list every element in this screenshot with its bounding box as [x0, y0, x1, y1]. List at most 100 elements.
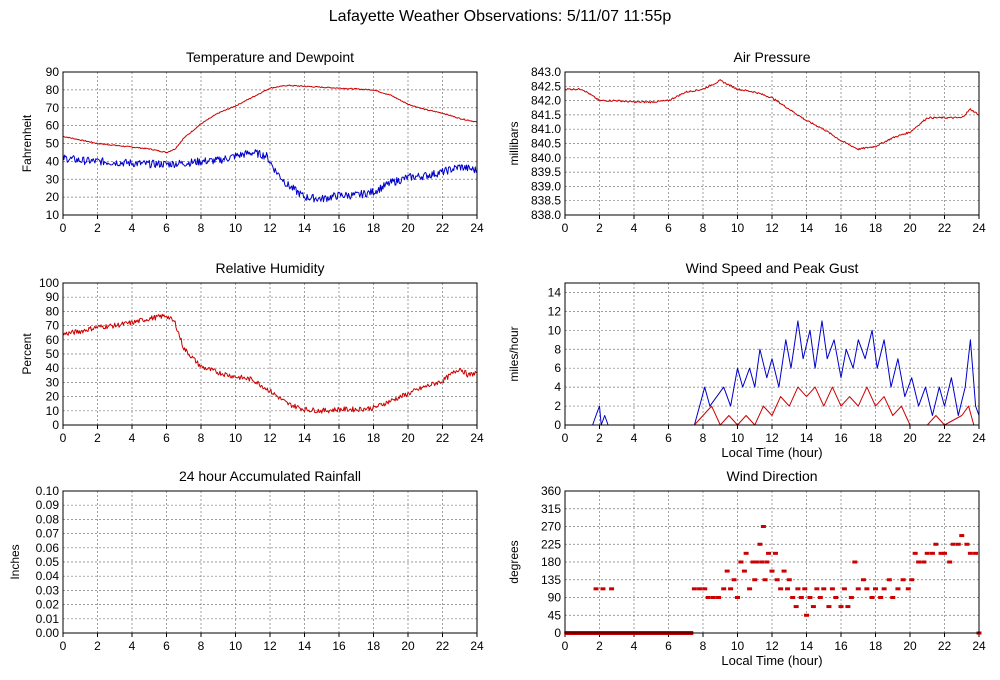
y-tick-label: 10	[46, 208, 60, 222]
x-tick-label: 24	[470, 639, 484, 653]
plot-frame	[564, 71, 980, 216]
data-point	[955, 542, 961, 546]
data-point	[833, 596, 839, 599]
y-tick-label: 0.05	[36, 555, 60, 569]
y-tick-label: 0	[554, 626, 561, 640]
plot-frame	[564, 490, 980, 634]
x-tick-label: 18	[367, 431, 381, 445]
data-point	[912, 551, 918, 555]
y-tick-label: 60	[46, 119, 60, 133]
y-tick-label: 842.0	[531, 94, 561, 108]
y-tick-label: 30	[46, 172, 60, 186]
y-axis-label: miles/hour	[507, 326, 521, 381]
y-tick-label: 0.10	[36, 484, 60, 498]
x-tick-label: 4	[631, 431, 638, 445]
data-point	[766, 551, 772, 555]
x-axis-label: Local Time (hour)	[721, 653, 822, 668]
series-line	[62, 149, 478, 203]
data-point	[942, 551, 947, 555]
data-point	[860, 578, 866, 582]
data-point	[753, 560, 759, 564]
data-point	[769, 569, 775, 573]
y-tick-label: 0	[52, 418, 59, 432]
data-point	[724, 569, 730, 573]
y-tick-label: 90	[46, 290, 60, 304]
x-tick-label: 10	[731, 431, 745, 445]
x-tick-label: 6	[163, 639, 170, 653]
data-point	[691, 587, 697, 591]
data-point	[697, 587, 703, 591]
data-point	[973, 551, 979, 555]
data-point	[710, 596, 716, 599]
data-point	[747, 587, 753, 591]
data-point	[795, 587, 801, 591]
x-tick-label: 16	[834, 221, 848, 235]
data-point	[781, 569, 787, 573]
data-point	[886, 578, 892, 582]
data-point	[864, 587, 870, 591]
x-tick-label: 10	[731, 221, 745, 235]
x-tick-label: 4	[129, 431, 136, 445]
series-line	[565, 386, 979, 426]
chart-title: Relative Humidity	[216, 260, 325, 276]
x-tick-label: 22	[436, 221, 450, 235]
x-tick-label: 12	[263, 221, 277, 235]
data-point	[855, 587, 861, 591]
data-point	[759, 560, 765, 564]
series-line	[565, 320, 980, 426]
series-line	[62, 313, 477, 414]
x-tick-label: 6	[665, 639, 672, 653]
y-tick-label: 360	[541, 484, 561, 498]
data-point	[741, 569, 747, 573]
data-point	[705, 596, 711, 599]
y-tick-label: 30	[46, 375, 60, 389]
x-tick-label: 24	[470, 221, 484, 235]
data-point	[895, 587, 901, 591]
y-tick-label: 80	[46, 83, 60, 97]
data-point	[916, 560, 922, 564]
x-tick-label: 2	[596, 639, 603, 653]
data-point	[938, 551, 944, 555]
x-tick-label: 8	[700, 221, 707, 235]
x-tick-label: 16	[332, 431, 346, 445]
y-tick-label: 841.5	[531, 108, 561, 122]
x-tick-label: 18	[367, 221, 381, 235]
x-tick-label: 20	[401, 431, 415, 445]
x-tick-label: 20	[903, 431, 917, 445]
y-axis-label: millibars	[507, 121, 521, 165]
x-tick-label: 22	[436, 431, 450, 445]
data-point	[721, 587, 727, 591]
y-tick-label: 90	[46, 65, 60, 79]
data-point	[760, 525, 766, 528]
series-line	[564, 79, 980, 151]
data-point	[890, 596, 896, 599]
x-tick-label: 22	[938, 221, 952, 235]
x-tick-label: 16	[834, 431, 848, 445]
y-tick-label: 20	[46, 190, 60, 204]
y-tick-label: 840.0	[531, 151, 561, 165]
data-point	[959, 534, 965, 538]
y-tick-label: 20	[46, 390, 60, 404]
x-axis-label: Local Time (hour)	[721, 445, 822, 460]
y-tick-label: 0.01	[36, 612, 60, 626]
x-tick-label: 4	[129, 639, 136, 653]
data-point	[804, 613, 809, 617]
data-point	[873, 587, 878, 591]
chart-title: Wind Direction	[726, 468, 817, 484]
data-point	[810, 605, 816, 609]
data-point	[924, 551, 930, 555]
x-tick-label: 2	[94, 431, 101, 445]
x-tick-label: 2	[94, 639, 101, 653]
data-point	[905, 587, 911, 591]
y-tick-label: 843.0	[531, 65, 561, 79]
y-tick-label: 10	[46, 404, 60, 418]
x-tick-label: 10	[229, 639, 243, 653]
y-tick-label: 839.5	[531, 165, 561, 179]
x-tick-label: 16	[834, 639, 848, 653]
y-tick-label: 841.0	[531, 122, 561, 136]
y-tick-label: 0.08	[36, 512, 60, 526]
